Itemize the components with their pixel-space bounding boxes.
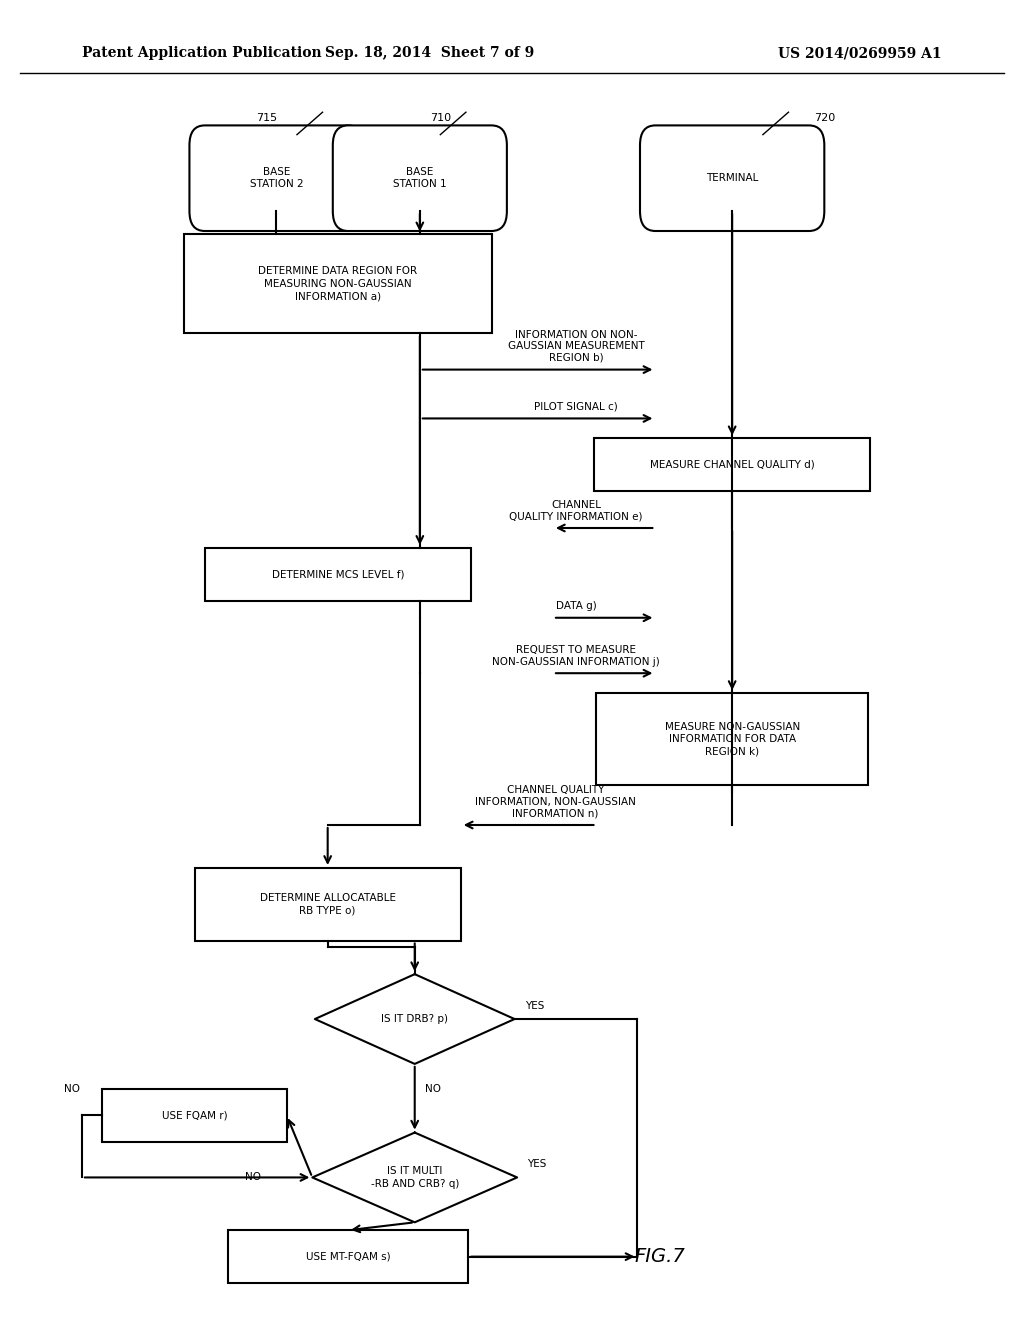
Text: REQUEST TO MEASURE
NON-GAUSSIAN INFORMATION j): REQUEST TO MEASURE NON-GAUSSIAN INFORMAT… xyxy=(493,645,659,667)
Bar xyxy=(596,693,868,785)
Text: IS IT DRB? p): IS IT DRB? p) xyxy=(381,1014,449,1024)
Text: NO: NO xyxy=(63,1084,80,1094)
Text: INFORMATION ON NON-
GAUSSIAN MEASUREMENT
REGION b): INFORMATION ON NON- GAUSSIAN MEASUREMENT… xyxy=(508,330,644,363)
Bar xyxy=(594,438,870,491)
Bar xyxy=(228,1230,469,1283)
Text: BASE
STATION 1: BASE STATION 1 xyxy=(393,168,446,189)
Text: FIG.7: FIG.7 xyxy=(635,1247,686,1266)
Text: MEASURE CHANNEL QUALITY d): MEASURE CHANNEL QUALITY d) xyxy=(650,459,814,470)
FancyBboxPatch shape xyxy=(333,125,507,231)
Bar xyxy=(102,1089,287,1142)
Text: USE MT-FQAM s): USE MT-FQAM s) xyxy=(306,1251,390,1262)
Text: NO: NO xyxy=(245,1172,261,1183)
Text: YES: YES xyxy=(527,1159,547,1170)
Text: BASE
STATION 2: BASE STATION 2 xyxy=(250,168,303,189)
Text: DATA g): DATA g) xyxy=(556,601,596,611)
Text: MEASURE NON-GAUSSIAN
INFORMATION FOR DATA
REGION k): MEASURE NON-GAUSSIAN INFORMATION FOR DAT… xyxy=(665,722,800,756)
Bar xyxy=(195,869,461,940)
FancyBboxPatch shape xyxy=(640,125,824,231)
Text: PILOT SIGNAL c): PILOT SIGNAL c) xyxy=(535,401,617,412)
Text: USE FQAM r): USE FQAM r) xyxy=(162,1110,227,1121)
Text: Sep. 18, 2014  Sheet 7 of 9: Sep. 18, 2014 Sheet 7 of 9 xyxy=(326,46,535,61)
FancyBboxPatch shape xyxy=(189,125,364,231)
Text: 710: 710 xyxy=(430,114,451,124)
Text: US 2014/0269959 A1: US 2014/0269959 A1 xyxy=(778,46,942,61)
Text: 720: 720 xyxy=(814,114,835,124)
Text: TERMINAL: TERMINAL xyxy=(706,173,759,183)
Bar xyxy=(205,548,471,601)
Text: IS IT MULTI
-RB AND CRB? q): IS IT MULTI -RB AND CRB? q) xyxy=(371,1167,459,1188)
Text: DETERMINE DATA REGION FOR
MEASURING NON-GAUSSIAN
INFORMATION a): DETERMINE DATA REGION FOR MEASURING NON-… xyxy=(258,267,418,301)
Text: YES: YES xyxy=(525,1001,544,1011)
Text: Patent Application Publication: Patent Application Publication xyxy=(82,46,322,61)
Text: 715: 715 xyxy=(256,114,276,124)
Text: CHANNEL
QUALITY INFORMATION e): CHANNEL QUALITY INFORMATION e) xyxy=(509,500,643,521)
Text: CHANNEL QUALITY
INFORMATION, NON-GAUSSIAN
INFORMATION n): CHANNEL QUALITY INFORMATION, NON-GAUSSIA… xyxy=(475,785,636,818)
Bar xyxy=(184,235,492,333)
Text: DETERMINE ALLOCATABLE
RB TYPE o): DETERMINE ALLOCATABLE RB TYPE o) xyxy=(260,894,395,915)
Text: DETERMINE MCS LEVEL f): DETERMINE MCS LEVEL f) xyxy=(271,569,404,579)
Text: NO: NO xyxy=(425,1084,441,1094)
